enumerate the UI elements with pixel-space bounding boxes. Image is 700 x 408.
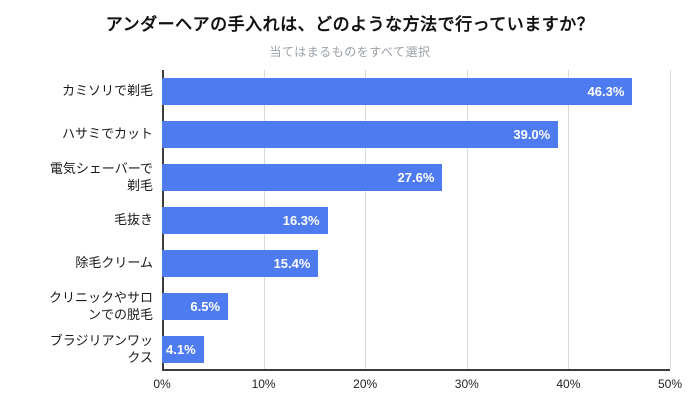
bar-row: 除毛クリーム 15.4% (12, 242, 670, 285)
bar: 4.1% (162, 336, 204, 363)
chart-subtitle: 当てはまるものをすべて選択 (269, 45, 431, 59)
bar: 46.3% (162, 78, 633, 105)
bar-track: 6.5% (162, 293, 670, 320)
bar-row: 電気シェーバーで 剃毛 27.6% (12, 156, 670, 199)
category-label: カミソリで剃毛 (61, 83, 153, 99)
value-label: 16.3% (282, 213, 320, 228)
value-label: 4.1% (166, 342, 196, 357)
chart-header: アンダーヘアの手入れは、どのような方法で行っていますか？ 当てはまるものをすべて… (0, 0, 700, 60)
bar-track: 27.6% (162, 164, 670, 191)
x-tick-label: 30% (454, 377, 479, 391)
bar-row: ハサミでカット 39.0% (12, 113, 670, 156)
bar-track: 4.1% (162, 336, 670, 363)
bar: 6.5% (162, 293, 229, 320)
bar: 16.3% (162, 207, 328, 234)
bar-row: ブラジリアンワッ クス 4.1% (12, 328, 670, 371)
value-label: 46.3% (587, 84, 625, 99)
value-label: 15.4% (273, 256, 311, 271)
category-label: 除毛クリーム (75, 255, 153, 271)
bar-row: クリニックやサロ ンでの脱毛 6.5% (12, 285, 670, 328)
value-label: 6.5% (190, 299, 221, 314)
bar-track: 39.0% (162, 121, 670, 148)
rows: カミソリで剃毛 46.3% ハサミでカット 39.0% 電気シェーバーで 剃毛 27.6% 毛… (12, 70, 670, 371)
chart-title: アンダーヘアの手入れは、どのような方法で行っていますか？ (105, 15, 595, 34)
value-label: 39.0% (513, 127, 551, 142)
gridline (365, 70, 367, 369)
gridline (466, 70, 468, 369)
category-label: クリニックやサロ ンでの脱毛 (48, 289, 153, 322)
category-label: ブラジリアンワッ クス (49, 332, 153, 365)
x-tick-label: 50% (657, 377, 683, 391)
x-tick-label: 0% (153, 377, 171, 391)
bar: 39.0% (162, 121, 559, 148)
category-label: 毛抜き (113, 212, 153, 228)
bar-chart: カミソリで剃毛 46.3% ハサミでカット 39.0% 電気シェーバーで 剃毛 27.6% 毛… (12, 70, 682, 395)
category-label: 電気シェーバーで 剃毛 (49, 160, 153, 193)
plot-area: カミソリで剃毛 46.3% ハサミでカット 39.0% 電気シェーバーで 剃毛 27.6% 毛… (12, 70, 671, 371)
bar: 15.4% (162, 250, 319, 277)
bar-track: 15.4% (162, 250, 670, 277)
category-label: ハサミでカット (61, 126, 153, 142)
bar-track: 16.3% (162, 207, 670, 234)
bar-row: 毛抜き 16.3% (12, 199, 670, 242)
gridline (670, 70, 671, 369)
x-axis: 0% 10% 20% 30% 40% 50% (153, 371, 682, 395)
bar-row: カミソリで剃毛 46.3% (12, 70, 670, 113)
gridline (568, 70, 570, 369)
value-label: 27.6% (397, 170, 435, 185)
bar: 27.6% (162, 164, 443, 191)
x-tick-label: 20% (353, 377, 378, 391)
x-tick-label: 10% (251, 377, 276, 391)
x-tick-label: 40% (556, 377, 581, 391)
bar-track: 46.3% (162, 78, 670, 105)
